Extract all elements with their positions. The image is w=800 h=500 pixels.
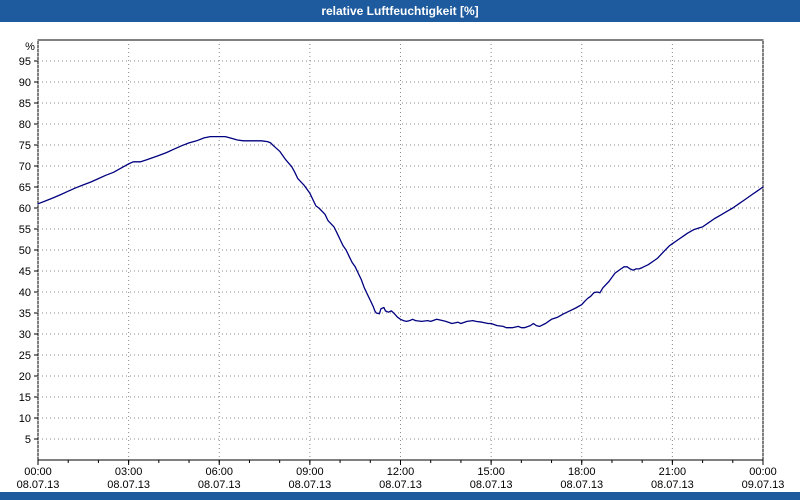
x-tick-date-label: 08.07.13 [107, 479, 150, 491]
y-tick-label: 15 [19, 392, 31, 404]
x-tick-date-label: 08.07.13 [379, 479, 422, 491]
y-axis-unit-label: % [25, 41, 35, 53]
x-tick-time-label: 18:00 [568, 466, 596, 478]
x-tick-date-label: 08.07.13 [560, 479, 603, 491]
chart-title: relative Luftfeuchtigkeit [%] [321, 4, 479, 18]
x-tick-time-label: 15:00 [477, 466, 505, 478]
y-tick-label: 70 [19, 161, 31, 173]
y-tick-label: 10 [19, 413, 31, 425]
y-tick-label: 65 [19, 182, 31, 194]
bottom-bar [0, 492, 800, 500]
y-tick-label: 55 [19, 224, 31, 236]
y-tick-label: 80 [19, 119, 31, 131]
humidity-series-line [37, 135, 764, 329]
y-tick-label: 40 [19, 287, 31, 299]
x-tick-time-label: 03:00 [115, 466, 143, 478]
y-tick-label: 85 [19, 98, 31, 110]
chart-area: 5 10 15 20 25 30 35 40 45 50 55 60 65 70 75 80 85 90 95% 00… [0, 22, 800, 492]
y-tick-label: 5 [25, 434, 31, 446]
y-tick-label: 90 [19, 77, 31, 89]
x-tick-time-label: 12:00 [387, 466, 415, 478]
x-tick-time-label: 00:00 [24, 466, 52, 478]
y-tick-label: 95 [19, 56, 31, 68]
y-tick-label: 45 [19, 266, 31, 278]
y-tick-label: 20 [19, 371, 31, 383]
x-tick-date-label: 09.07.13 [742, 479, 785, 491]
x-tick-date-label: 08.07.13 [470, 479, 513, 491]
y-tick-label: 30 [19, 329, 31, 341]
x-tick-time-label: 21:00 [659, 466, 687, 478]
x-tick-time-label: 09:00 [296, 466, 324, 478]
x-tick-date-label: 08.07.13 [17, 479, 60, 491]
y-tick-label: 60 [19, 203, 31, 215]
y-tick-label: 75 [19, 140, 31, 152]
x-tick-time-label: 06:00 [205, 466, 233, 478]
x-tick-time-label: 00:00 [749, 466, 777, 478]
x-tick-date-label: 08.07.13 [651, 479, 694, 491]
y-tick-label: 50 [19, 245, 31, 257]
y-tick-label: 25 [19, 350, 31, 362]
humidity-line-chart: 5 10 15 20 25 30 35 40 45 50 55 60 65 70 75 80 85 90 95% 00… [17, 39, 785, 491]
x-tick-date-label: 08.07.13 [288, 479, 331, 491]
title-bar: relative Luftfeuchtigkeit [%] [0, 0, 800, 22]
x-tick-date-label: 08.07.13 [198, 479, 241, 491]
y-tick-label: 35 [19, 308, 31, 320]
